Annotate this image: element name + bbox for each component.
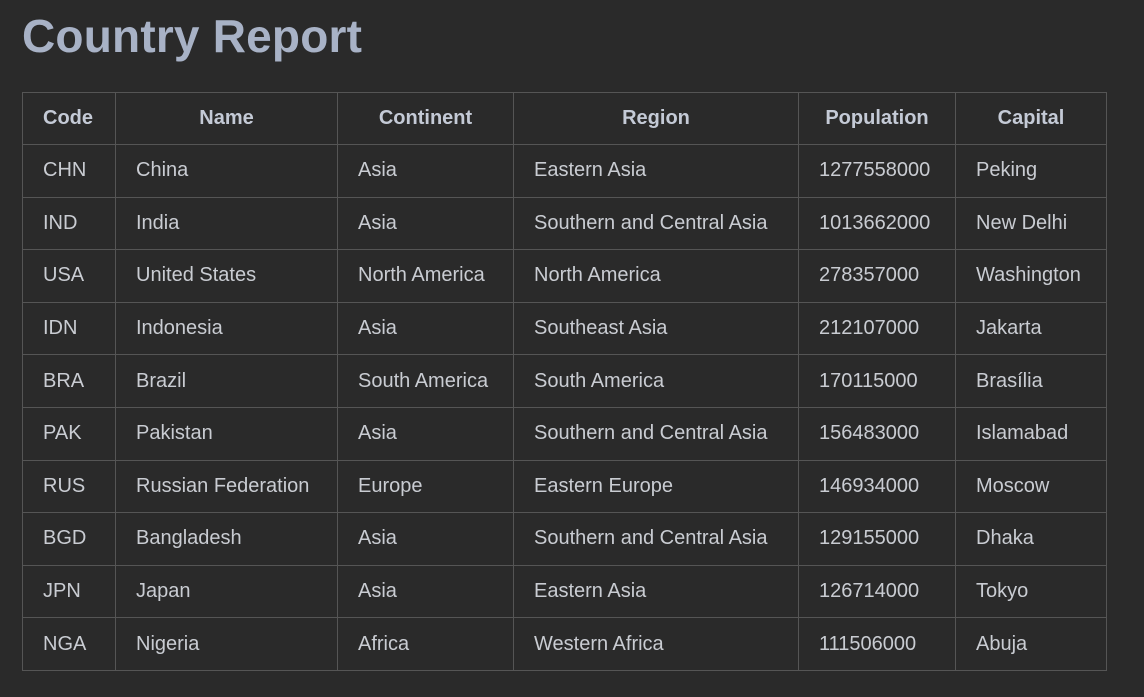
cell-continent: Asia xyxy=(337,144,514,198)
column-header-continent: Continent xyxy=(337,92,514,145)
cell-population: 126714000 xyxy=(798,564,956,619)
table-row: CHN China Asia Eastern Asia 1277558000 Peking xyxy=(22,144,1107,198)
cell-region: Southeast Asia xyxy=(513,301,799,356)
cell-population: 111506000 xyxy=(798,617,956,671)
cell-capital: Islamabad xyxy=(955,406,1107,461)
cell-population: 146934000 xyxy=(798,459,956,514)
table-row: USA United States North America North Ameri… xyxy=(22,249,1107,303)
table-row: JPN Japan Asia Eastern Asia 126714000 Tokyo xyxy=(22,564,1107,619)
cell-population: 278357000 xyxy=(798,249,956,303)
table-row: IDN Indonesia Asia Southeast Asia 212107000 J… xyxy=(22,301,1107,356)
cell-name: China xyxy=(115,144,338,198)
cell-capital: Moscow xyxy=(955,459,1107,514)
table-row: RUS Russian Federation Europe Eastern Europ… xyxy=(22,459,1107,514)
cell-region: Eastern Asia xyxy=(513,144,799,198)
cell-name: Brazil xyxy=(115,354,338,408)
cell-code: CHN xyxy=(22,144,116,198)
cell-name: Bangladesh xyxy=(115,512,338,566)
cell-code: BRA xyxy=(22,354,116,408)
column-header-region: Region xyxy=(513,92,799,145)
cell-capital: Abuja xyxy=(955,617,1107,671)
cell-code: NGA xyxy=(22,617,116,671)
cell-population: 1013662000 xyxy=(798,196,956,251)
cell-capital: Tokyo xyxy=(955,564,1107,619)
cell-continent: Asia xyxy=(337,512,514,566)
cell-region: Western Africa xyxy=(513,617,799,671)
cell-population: 170115000 xyxy=(798,354,956,408)
cell-population: 1277558000 xyxy=(798,144,956,198)
cell-population: 212107000 xyxy=(798,301,956,356)
cell-code: RUS xyxy=(22,459,116,514)
cell-continent: South America xyxy=(337,354,514,408)
table-row: BRA Brazil South America South America 17011… xyxy=(22,354,1107,408)
cell-continent: Asia xyxy=(337,196,514,251)
table-header-row: Code Name Continent Region Population Ca… xyxy=(22,92,1107,145)
cell-capital: Jakarta xyxy=(955,301,1107,356)
cell-continent: Asia xyxy=(337,564,514,619)
cell-capital: Washington xyxy=(955,249,1107,303)
cell-region: South America xyxy=(513,354,799,408)
cell-continent: Europe xyxy=(337,459,514,514)
cell-region: Southern and Central Asia xyxy=(513,406,799,461)
cell-region: Eastern Europe xyxy=(513,459,799,514)
cell-capital: New Delhi xyxy=(955,196,1107,251)
cell-name: Pakistan xyxy=(115,406,338,461)
column-header-code: Code xyxy=(22,92,116,145)
cell-name: United States xyxy=(115,249,338,303)
cell-region: Southern and Central Asia xyxy=(513,196,799,251)
cell-population: 129155000 xyxy=(798,512,956,566)
cell-capital: Brasília xyxy=(955,354,1107,408)
cell-region: North America xyxy=(513,249,799,303)
cell-region: Eastern Asia xyxy=(513,564,799,619)
cell-continent: North America xyxy=(337,249,514,303)
cell-continent: Asia xyxy=(337,301,514,356)
cell-code: USA xyxy=(22,249,116,303)
cell-continent: Asia xyxy=(337,406,514,461)
cell-code: JPN xyxy=(22,564,116,619)
cell-region: Southern and Central Asia xyxy=(513,512,799,566)
cell-name: India xyxy=(115,196,338,251)
country-table: Code Name Continent Region Population Ca… xyxy=(22,92,1107,671)
cell-code: BGD xyxy=(22,512,116,566)
cell-continent: Africa xyxy=(337,617,514,671)
cell-capital: Dhaka xyxy=(955,512,1107,566)
cell-population: 156483000 xyxy=(798,406,956,461)
table-row: IND India Asia Southern and Central Asia 101… xyxy=(22,196,1107,251)
cell-code: IND xyxy=(22,196,116,251)
cell-name: Indonesia xyxy=(115,301,338,356)
cell-name: Nigeria xyxy=(115,617,338,671)
page-title: Country Report xyxy=(22,10,363,62)
cell-code: IDN xyxy=(22,301,116,356)
column-header-population: Population xyxy=(798,92,956,145)
cell-capital: Peking xyxy=(955,144,1107,198)
cell-name: Japan xyxy=(115,564,338,619)
cell-name: Russian Federation xyxy=(115,459,338,514)
table-row: BGD Bangladesh Asia Southern and Central As… xyxy=(22,512,1107,566)
table-row: PAK Pakistan Asia Southern and Central Asia… xyxy=(22,406,1107,461)
cell-code: PAK xyxy=(22,406,116,461)
table-row: NGA Nigeria Africa Western Africa 111506000 A… xyxy=(22,617,1107,671)
column-header-capital: Capital xyxy=(955,92,1107,145)
column-header-name: Name xyxy=(115,92,338,145)
